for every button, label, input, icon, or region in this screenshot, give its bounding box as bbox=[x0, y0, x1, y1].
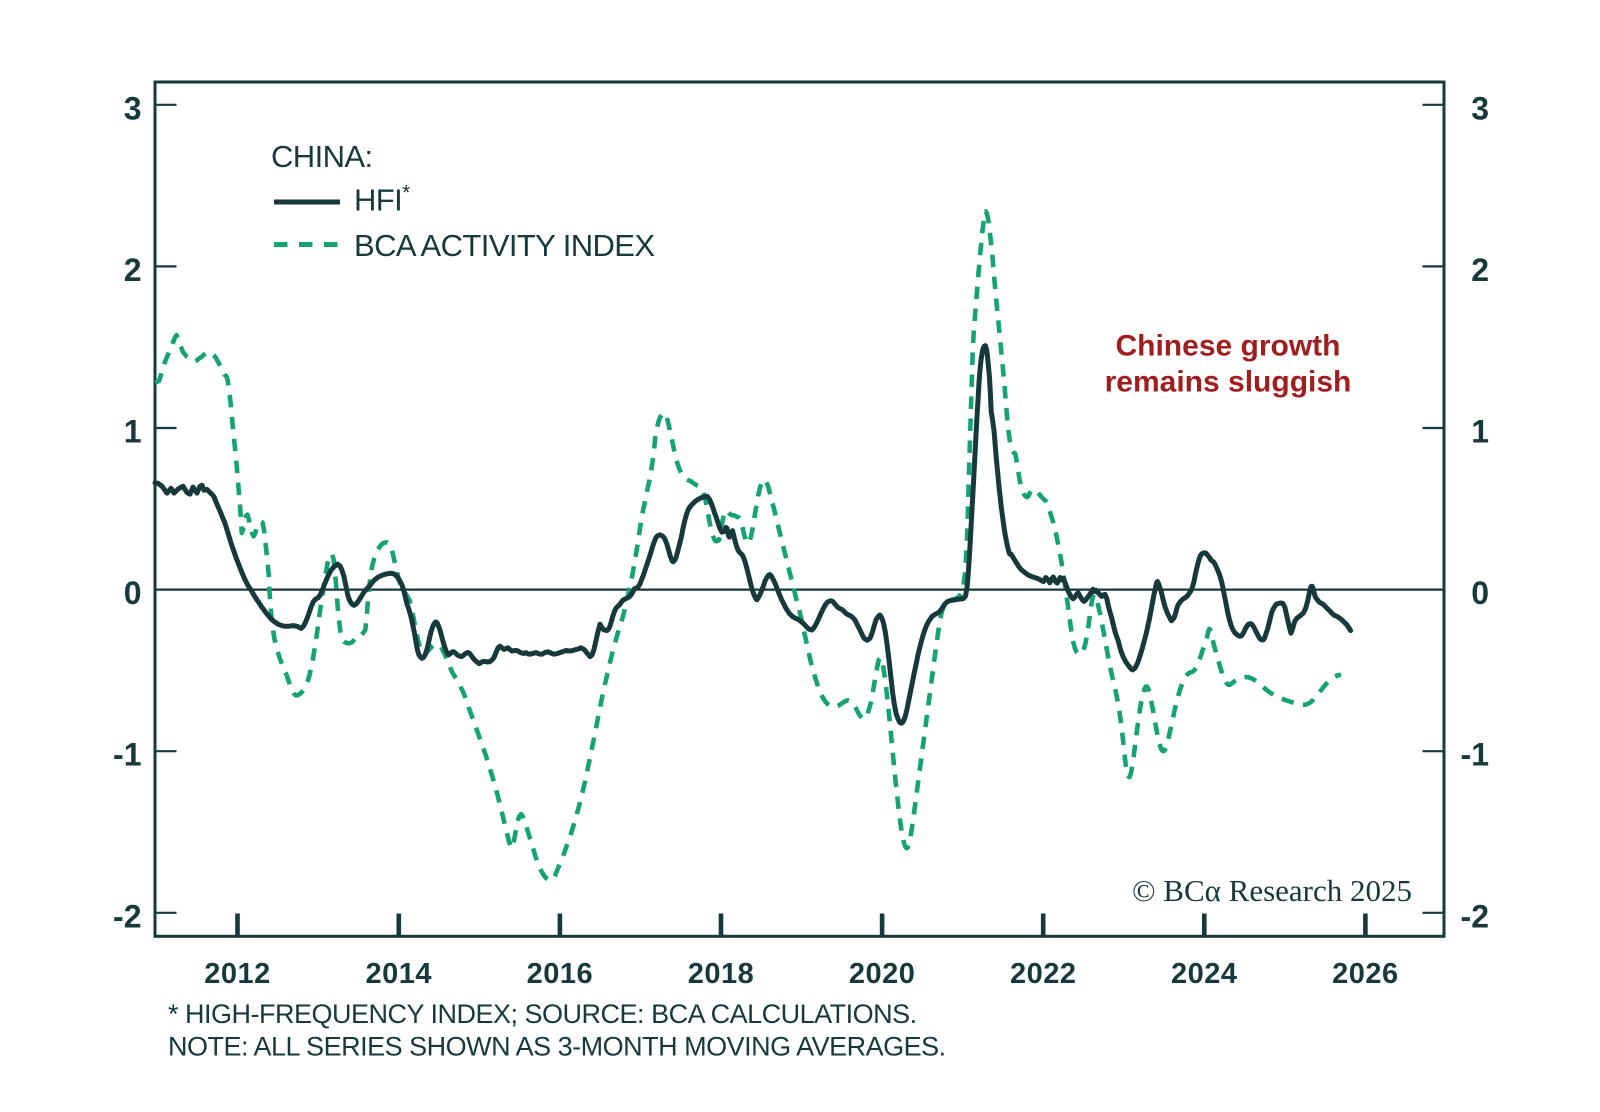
svg-text:2022: 2022 bbox=[1010, 958, 1077, 990]
svg-text:NOTE: ALL SERIES SHOWN AS 3-MO: NOTE: ALL SERIES SHOWN AS 3-MONTH MOVING… bbox=[168, 1032, 946, 1062]
svg-text:2020: 2020 bbox=[849, 958, 916, 990]
svg-text:2: 2 bbox=[124, 252, 142, 288]
svg-text:2016: 2016 bbox=[527, 958, 594, 990]
svg-text:2: 2 bbox=[1471, 252, 1489, 288]
svg-text:1: 1 bbox=[124, 414, 142, 450]
svg-text:2026: 2026 bbox=[1332, 958, 1399, 990]
svg-text:remains sluggish: remains sluggish bbox=[1105, 366, 1352, 399]
svg-text:2012: 2012 bbox=[204, 958, 271, 990]
svg-text:HFI*: HFI* bbox=[354, 181, 410, 218]
svg-text:1: 1 bbox=[1471, 414, 1489, 450]
svg-text:-1: -1 bbox=[113, 737, 141, 773]
svg-text:-2: -2 bbox=[1461, 898, 1489, 934]
svg-text:0: 0 bbox=[1471, 575, 1489, 611]
svg-text:2014: 2014 bbox=[366, 958, 433, 990]
svg-text:3: 3 bbox=[124, 90, 142, 126]
svg-text:3: 3 bbox=[1471, 90, 1489, 126]
svg-text:-1: -1 bbox=[1461, 737, 1489, 773]
svg-text:2024: 2024 bbox=[1171, 958, 1238, 990]
svg-text:* HIGH-FREQUENCY INDEX; SOURCE: * HIGH-FREQUENCY INDEX; SOURCE: BCA CALC… bbox=[168, 999, 917, 1029]
svg-text:Chinese growth: Chinese growth bbox=[1115, 330, 1340, 363]
svg-text:2018: 2018 bbox=[688, 958, 755, 990]
svg-text:BCA ACTIVITY INDEX: BCA ACTIVITY INDEX bbox=[354, 228, 655, 263]
svg-text:© BCα Research 2025: © BCα Research 2025 bbox=[1132, 873, 1412, 908]
svg-text:-2: -2 bbox=[113, 898, 141, 934]
svg-text:CHINA:: CHINA: bbox=[271, 139, 372, 174]
svg-text:0: 0 bbox=[124, 575, 142, 611]
